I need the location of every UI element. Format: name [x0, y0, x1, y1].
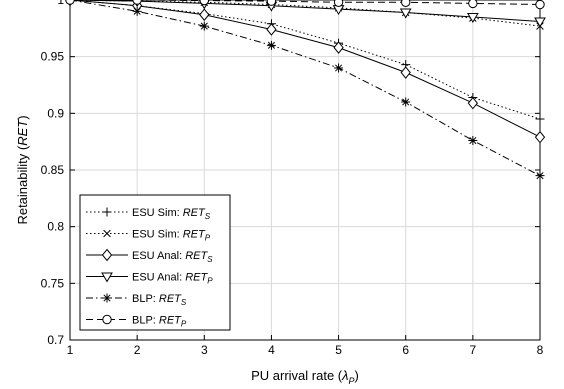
data-point [534, 130, 546, 144]
data-point [101, 272, 113, 283]
data-point [401, 97, 411, 107]
data-point [199, 0, 209, 6]
legend-label: ESU Sim: RETS [132, 207, 211, 221]
legend-entry: ESU Sim: RETP [86, 229, 211, 243]
legend: ESU Sim: RETS ESU Sim: RETP ESU Anal: RETS… [79, 194, 231, 331]
x-tick-label: 6 [402, 343, 409, 357]
y-tick-label: 0.95 [41, 50, 65, 64]
data-point [333, 0, 344, 7]
data-point [534, 17, 546, 28]
x-tick-label: 8 [537, 343, 544, 357]
series-5 [65, 0, 545, 181]
data-point [535, 114, 545, 124]
data-point [468, 0, 478, 9]
data-point [399, 8, 412, 19]
data-point [266, 0, 277, 6]
x-tick-label: 5 [335, 343, 342, 357]
data-point [199, 8, 210, 22]
legend-label: ESU Sim: RETP [132, 229, 211, 243]
data-point [102, 207, 112, 217]
series-group [64, 0, 546, 181]
x-tick-label: 2 [134, 343, 141, 357]
data-point [467, 96, 479, 110]
legend-label: ESU Anal: RETS [132, 250, 213, 264]
x-tick-label: 1 [67, 343, 74, 357]
x-tick-label: 7 [470, 343, 477, 357]
data-point [535, 171, 545, 181]
data-point [101, 248, 113, 262]
x-tick-label: 4 [268, 343, 275, 357]
legend-entry: ESU Anal: RETP [86, 272, 213, 286]
y-tick-label: 0.8 [47, 220, 64, 234]
series-line [69, 0, 541, 27]
y-tick-label: 1 [57, 0, 64, 7]
data-point [132, 6, 142, 16]
legend-label: BLP: RETP [132, 315, 187, 329]
y-tick-label: 0.85 [41, 163, 65, 177]
series-line [70, 0, 541, 5]
legend-entry: ESU Anal: RETS [86, 248, 213, 264]
data-point [266, 23, 277, 36]
series-line [69, 0, 541, 138]
data-point [535, 0, 545, 10]
series-line [69, 0, 541, 22]
series-line [69, 0, 541, 177]
data-point [132, 0, 142, 5]
y-tick-label: 0.75 [41, 276, 65, 290]
series-6 [65, 0, 545, 10]
y-tick-label: 0.9 [47, 106, 64, 120]
data-point [400, 66, 411, 79]
data-point [65, 0, 75, 5]
y-axis-ticks: 0.7 0.75 0.8 0.85 0.9 0.95 1 [41, 0, 540, 347]
legend-entry: BLP: RETP [86, 315, 187, 329]
y-tick-label: 0.7 [47, 333, 64, 347]
legend-entry: ESU Sim: RETS [86, 207, 211, 221]
y-axis-label: Retainability (RET) [15, 115, 30, 224]
legend-entry: BLP: RETS [86, 293, 187, 307]
x-axis-label: PU arrival rate (λP) [251, 368, 359, 386]
legend-label: BLP: RETS [132, 293, 187, 307]
data-point [334, 63, 344, 73]
data-point [466, 13, 479, 23]
legend-label: ESU Anal: RETP [132, 272, 213, 286]
data-point [103, 229, 111, 238]
data-point [102, 293, 112, 303]
data-point [401, 0, 411, 7]
data-point [102, 314, 112, 325]
legend-box [79, 194, 231, 331]
data-point [199, 21, 209, 31]
data-point [266, 40, 276, 50]
data-point [468, 136, 478, 146]
x-tick-label: 3 [201, 343, 208, 357]
data-point [333, 41, 344, 54]
